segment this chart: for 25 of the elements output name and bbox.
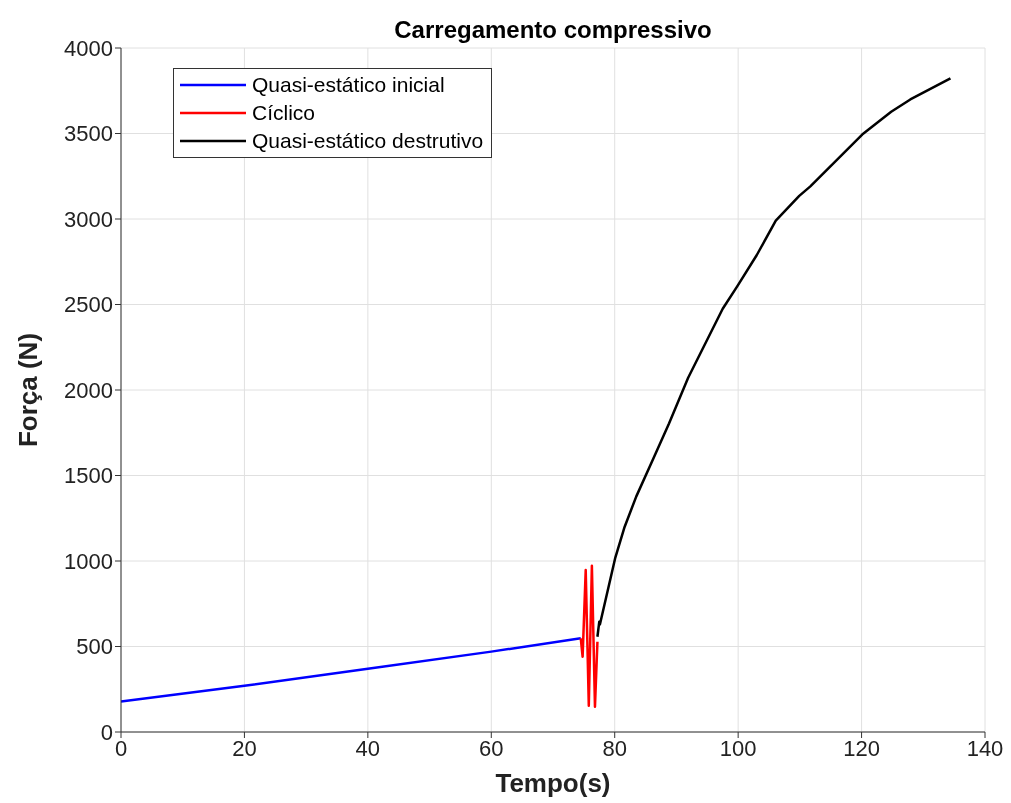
y-tick-label: 3000 — [64, 206, 113, 232]
line-series — [579, 564, 599, 708]
y-tick-label: 2000 — [64, 377, 113, 403]
y-tick-label: 1000 — [64, 548, 113, 574]
x-tick-label: 40 — [355, 735, 381, 761]
y-axis-title: Força (N) — [13, 332, 44, 448]
x-axis-title: Tempo(s) — [495, 768, 611, 798]
x-tick-label: 20 — [232, 735, 257, 761]
x-tick-label: 60 — [479, 735, 504, 761]
y-tick-label: 1500 — [64, 463, 113, 489]
legend-label: Quasi-estático destrutivo — [252, 129, 484, 153]
x-tick-label: 140 — [966, 735, 1004, 761]
line-series — [121, 637, 583, 703]
x-tick-label: 80 — [602, 735, 627, 761]
y-tick-label: 2500 — [64, 292, 113, 318]
chart-title: Carregamento compressivo — [394, 16, 712, 43]
x-tick-label: 100 — [719, 735, 757, 761]
y-tick-label: 500 — [76, 634, 113, 660]
y-tick-label: 4000 — [64, 35, 113, 61]
y-tick-label: 0 — [100, 719, 113, 745]
y-tick-label: 3500 — [64, 121, 113, 147]
legend-label: Quasi-estático inicial — [252, 73, 445, 97]
x-tick-label: 120 — [843, 735, 880, 761]
line-series — [596, 77, 952, 638]
legend-label: Cíclico — [252, 101, 316, 125]
